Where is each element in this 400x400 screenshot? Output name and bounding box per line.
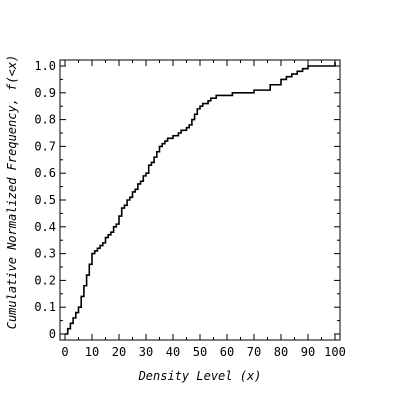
x-tick-label: 90 xyxy=(301,345,315,359)
y-tick-label: 0.2 xyxy=(34,273,56,287)
plot-frame xyxy=(59,59,341,341)
y-tick-label: 0.1 xyxy=(34,300,56,314)
y-tick-label: 1.0 xyxy=(34,59,56,73)
y-tick-labels: 0 0.1 0.2 0.3 0.4 0.5 0.6 0.7 0.8 0.9 1.0 xyxy=(34,59,56,341)
x-axis-label: Density Level (x) xyxy=(138,369,262,383)
axis-ticks xyxy=(60,60,340,340)
y-tick-label: 0.8 xyxy=(34,113,56,127)
x-tick-label: 40 xyxy=(166,345,180,359)
x-tick-label: 60 xyxy=(220,345,234,359)
x-tick-label: 80 xyxy=(274,345,288,359)
y-tick-label: 0.5 xyxy=(34,193,56,207)
x-tick-label: 0 xyxy=(61,345,68,359)
x-tick-label: 100 xyxy=(324,345,346,359)
y-tick-label: 0.4 xyxy=(34,220,56,234)
y-tick-label: 0.6 xyxy=(34,166,56,180)
y-tick-label: 0.7 xyxy=(34,139,56,153)
x-tick-label: 20 xyxy=(112,345,126,359)
y-axis-label: Cumulative Normalized Frequency, f(<x) xyxy=(5,55,19,330)
x-tick-labels: 0 10 20 30 40 50 60 70 80 90 100 xyxy=(61,345,345,359)
x-tick-label: 10 xyxy=(85,345,99,359)
x-tick-label: 50 xyxy=(193,345,207,359)
y-tick-label: 0.9 xyxy=(34,86,56,100)
x-tick-label: 70 xyxy=(247,345,261,359)
cumulative-frequency-curve xyxy=(65,62,336,335)
y-tick-label: 0 xyxy=(49,327,56,341)
y-tick-label: 0.3 xyxy=(34,247,56,261)
x-tick-label: 30 xyxy=(139,345,153,359)
